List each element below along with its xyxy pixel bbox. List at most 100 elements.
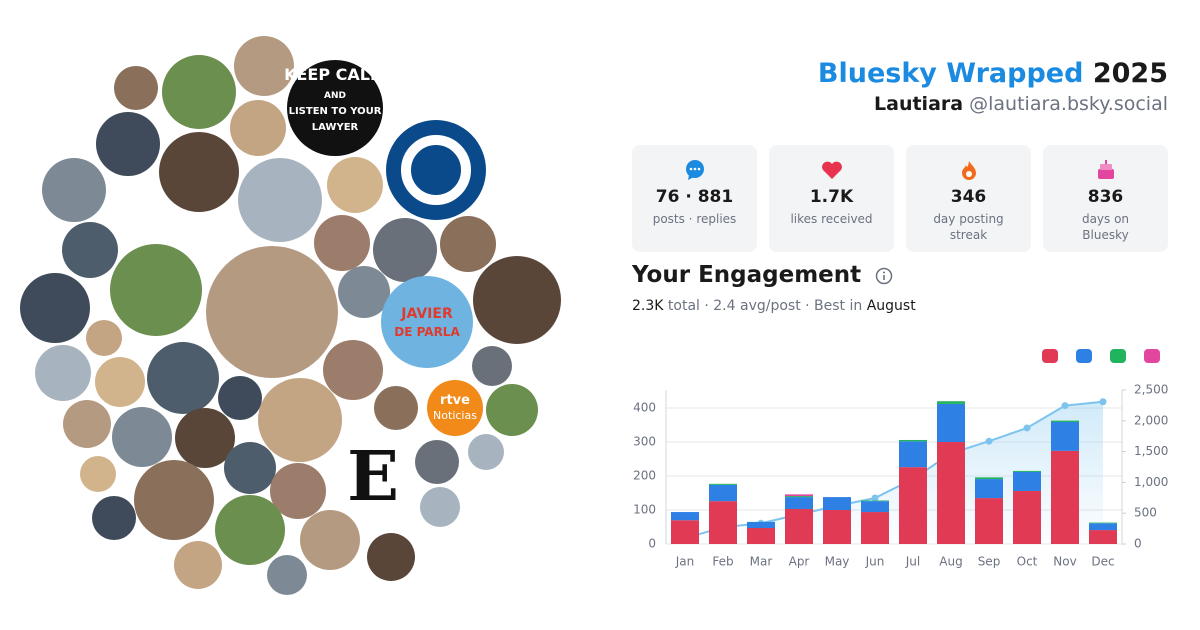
avatar — [327, 157, 383, 213]
bar-segment — [937, 442, 965, 544]
brand: Bluesky Wrapped — [817, 58, 1084, 89]
bar-segment — [671, 520, 699, 544]
legend-icon[interactable] — [1110, 349, 1126, 363]
avatar-text: LAWYER — [312, 122, 359, 133]
bar-segment — [1089, 522, 1117, 524]
x-tick-label: May — [825, 555, 850, 569]
icon — [821, 161, 842, 179]
avatar — [420, 487, 460, 527]
avatar — [270, 463, 326, 519]
y-tick-label: 400 — [633, 401, 656, 415]
bar-segment — [975, 498, 1003, 544]
y-tick-label: 300 — [633, 435, 656, 449]
avatar-text: KEEP CALM — [284, 65, 386, 84]
chart: 0 100 200 300 400 0 500 1,000 1,500 2,000 2,500 Jan… — [633, 349, 1168, 569]
year: 2025 — [1092, 58, 1168, 89]
bar-segment — [861, 501, 889, 513]
avatar — [86, 320, 122, 356]
bar-segment — [861, 500, 889, 502]
avatar — [234, 36, 294, 96]
avatar — [287, 60, 383, 156]
avatar-text: LISTEN TO YOUR — [289, 106, 382, 117]
avatar — [175, 408, 235, 468]
avatar — [381, 276, 473, 368]
line-point — [985, 437, 993, 445]
legend-icon[interactable] — [1042, 349, 1058, 363]
x-tick-label: Apr — [789, 555, 810, 569]
avatar — [486, 384, 538, 436]
avatar — [215, 495, 285, 565]
stat-label: likes received — [790, 212, 873, 226]
avatar — [174, 541, 222, 589]
line-point — [871, 494, 879, 502]
summary-text: total · 2.4 avg/post · Best in — [667, 298, 863, 314]
title: Bluesky Wrapped 2025 — [818, 58, 1168, 89]
display-name: Lautiara — [874, 93, 964, 115]
line-point — [1023, 424, 1031, 432]
info-icon[interactable] — [875, 267, 893, 285]
summary-best: August — [866, 298, 916, 314]
avatar-text: DE PARLA — [394, 325, 460, 339]
bar-segment — [1051, 421, 1079, 451]
bar-segment — [671, 512, 699, 521]
avatar — [267, 555, 307, 595]
bar-segment — [709, 484, 737, 502]
stat-card: 76 · 881 posts · replies — [632, 145, 757, 252]
summary: 2.3K total · 2.4 avg/post · Best in Augu… — [632, 298, 916, 314]
stat-card: 836 days on Bluesky — [1043, 145, 1168, 252]
avatar — [42, 158, 106, 222]
avatar — [134, 460, 214, 540]
avatar — [323, 340, 383, 400]
y-tick-label: 0 — [648, 537, 656, 551]
avatar — [92, 496, 136, 540]
avatar — [468, 434, 504, 470]
y2-tick-label: 1,000 — [1134, 475, 1168, 489]
bar-segment — [1051, 420, 1079, 422]
bar-segment — [1013, 470, 1041, 472]
legend-icon[interactable] — [1076, 349, 1092, 363]
avatar — [338, 266, 390, 318]
user: Lautiara @lautiara.bsky.social — [818, 93, 1168, 115]
avatar-text: Noticias — [433, 409, 477, 422]
avatar — [374, 386, 418, 430]
bar-segment — [899, 441, 927, 468]
section-title-text: Your Engagement — [632, 262, 862, 288]
stat-value: 76 · 881 — [655, 187, 734, 207]
bar-segment — [823, 497, 851, 511]
header: Bluesky Wrapped 2025 Lautiara @lautiara.… — [818, 58, 1168, 115]
avatar — [80, 456, 116, 492]
x-tick-label: Mar — [750, 555, 773, 569]
bar-segment — [785, 496, 813, 498]
y2-tick-label: 0 — [1134, 537, 1142, 551]
avatar — [472, 346, 512, 386]
handle: @lautiara.bsky.social — [969, 93, 1168, 115]
stat-card: 346 day posting streak — [906, 145, 1031, 252]
bar-segment — [899, 439, 927, 442]
avatar — [63, 400, 111, 448]
avatar — [20, 273, 90, 343]
bar-segment — [709, 483, 737, 485]
bar-segment — [1013, 490, 1041, 544]
bar-segment — [747, 521, 775, 529]
avatar — [230, 100, 286, 156]
bar-segment — [747, 528, 775, 544]
bar-segment — [1089, 530, 1117, 544]
y2-tick-label: 1,500 — [1134, 444, 1168, 458]
x-tick-label: Nov — [1053, 555, 1076, 569]
bar-segment — [975, 479, 1003, 499]
x-tick-label: Jun — [865, 555, 885, 569]
stat-value: 836 — [1087, 187, 1124, 207]
legend-icon[interactable] — [1144, 349, 1160, 363]
avatar — [300, 510, 360, 570]
avatar — [110, 244, 202, 336]
x-tick-label: Jan — [675, 555, 695, 569]
stat-value: 1.7K — [809, 187, 854, 207]
section-title: Your Engagement — [632, 262, 893, 288]
avatar — [415, 440, 459, 484]
avatar — [427, 380, 483, 436]
avatar — [35, 345, 91, 401]
line-point — [1099, 398, 1107, 406]
bar-segment — [1013, 471, 1041, 491]
avatar — [373, 218, 437, 282]
avatar — [147, 342, 219, 414]
